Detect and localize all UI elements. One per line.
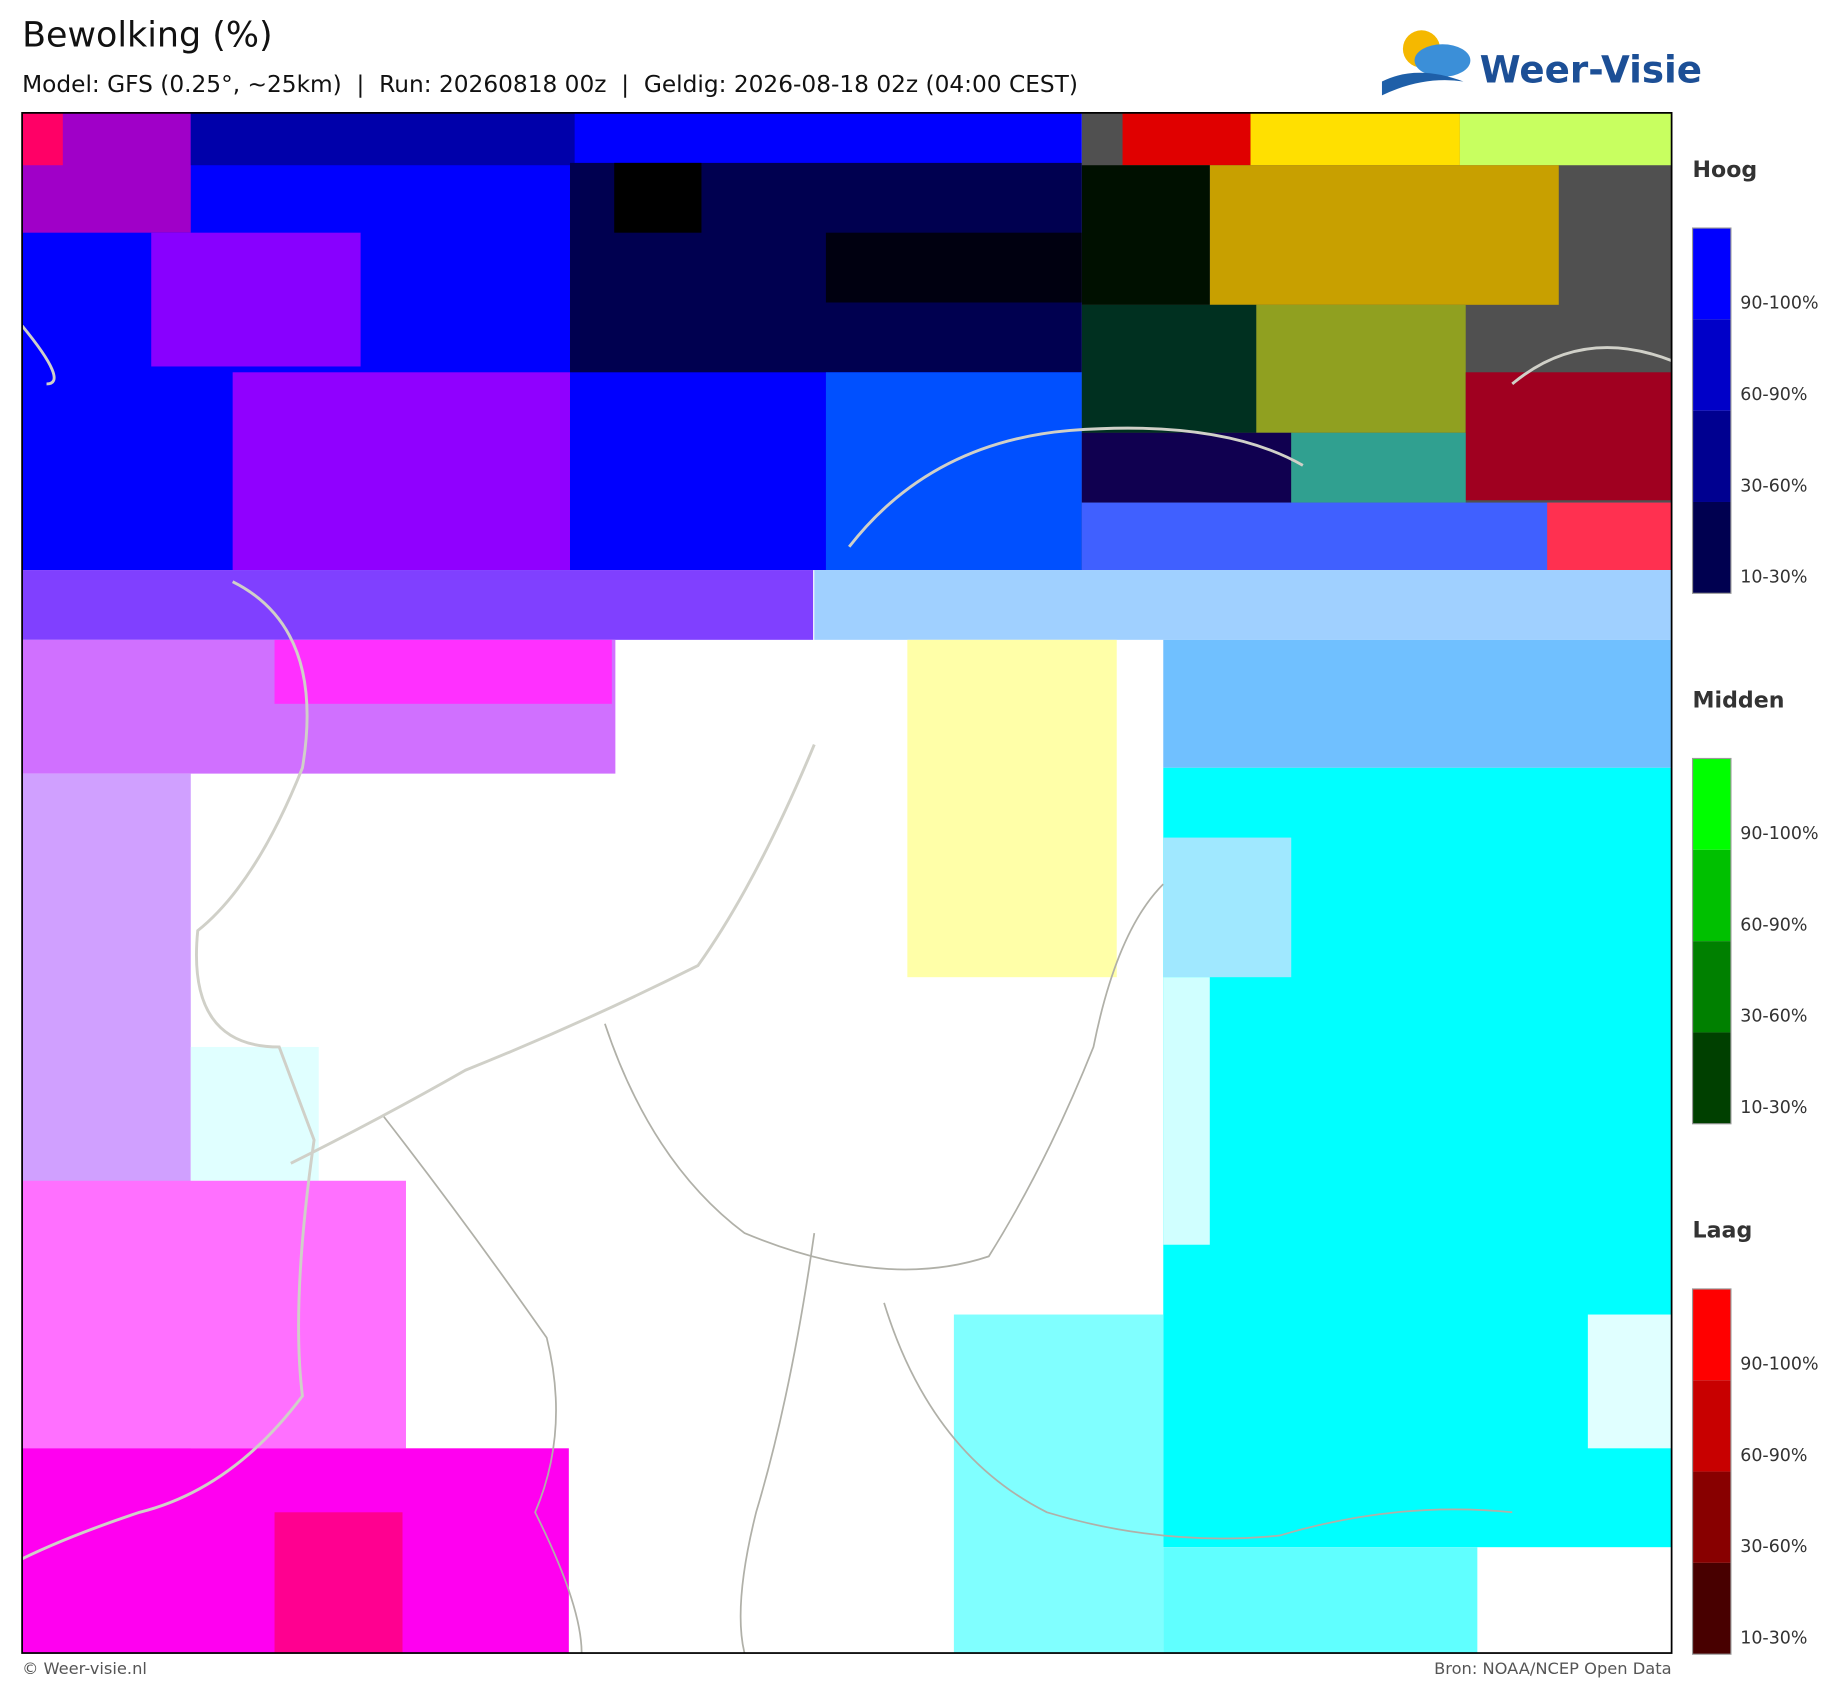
legend-label: 30-60% [1740,1007,1807,1027]
legend-label: 90-100% [1740,1355,1818,1375]
legend-swatch [1692,228,1731,320]
legend-label: 10-30% [1740,1629,1807,1649]
legend-label: 10-30% [1740,568,1807,588]
legend-title: Hoog [1693,157,1758,183]
legend-swatch [1692,1032,1731,1124]
legend-label: 90-100% [1740,294,1818,314]
legend-label: 90-100% [1740,824,1818,844]
footer-right: Bron: NOAA/NCEP Open Data [1434,1659,1672,1678]
legend-title: Midden [1693,687,1785,713]
legend-swatch [1692,501,1731,594]
legend-label: 30-60% [1740,476,1807,496]
subtitle: Model: GFS (0.25°, ~25km) | Run: 2026081… [22,71,1078,98]
legend-swatch [1692,1471,1731,1563]
legend-swatch [1692,849,1731,942]
cloud-map [20,112,1673,1654]
logo: Weer-Visie [1381,30,1702,96]
legend-label: 10-30% [1740,1098,1807,1118]
legend-swatch [1692,1562,1731,1655]
legend: Hoog 90-100% 60-90% 30-60% 10-30% Midden 90-10… [1691,157,1819,1655]
legend-label: 60-90% [1740,385,1807,405]
logo-text: Weer-Visie [1480,48,1702,92]
legend-frame [1691,1288,1732,1655]
legend-swatch [1692,758,1731,850]
legend-swatch [1692,1380,1731,1472]
legend-title: Laag [1693,1218,1753,1244]
legend-swatch [1692,319,1731,411]
footer-left: © Weer-visie.nl [22,1659,147,1678]
legend-swatch [1692,1288,1731,1381]
legend-swatch [1692,941,1731,1033]
title: Bewolking (%) [22,16,273,56]
legend-label: 60-90% [1740,1446,1807,1466]
legend-label: 60-90% [1740,915,1807,935]
legend-label: 30-60% [1740,1537,1807,1557]
legend-frame [1691,227,1732,594]
legend-swatch [1692,410,1731,502]
legend-frame [1691,757,1732,1125]
